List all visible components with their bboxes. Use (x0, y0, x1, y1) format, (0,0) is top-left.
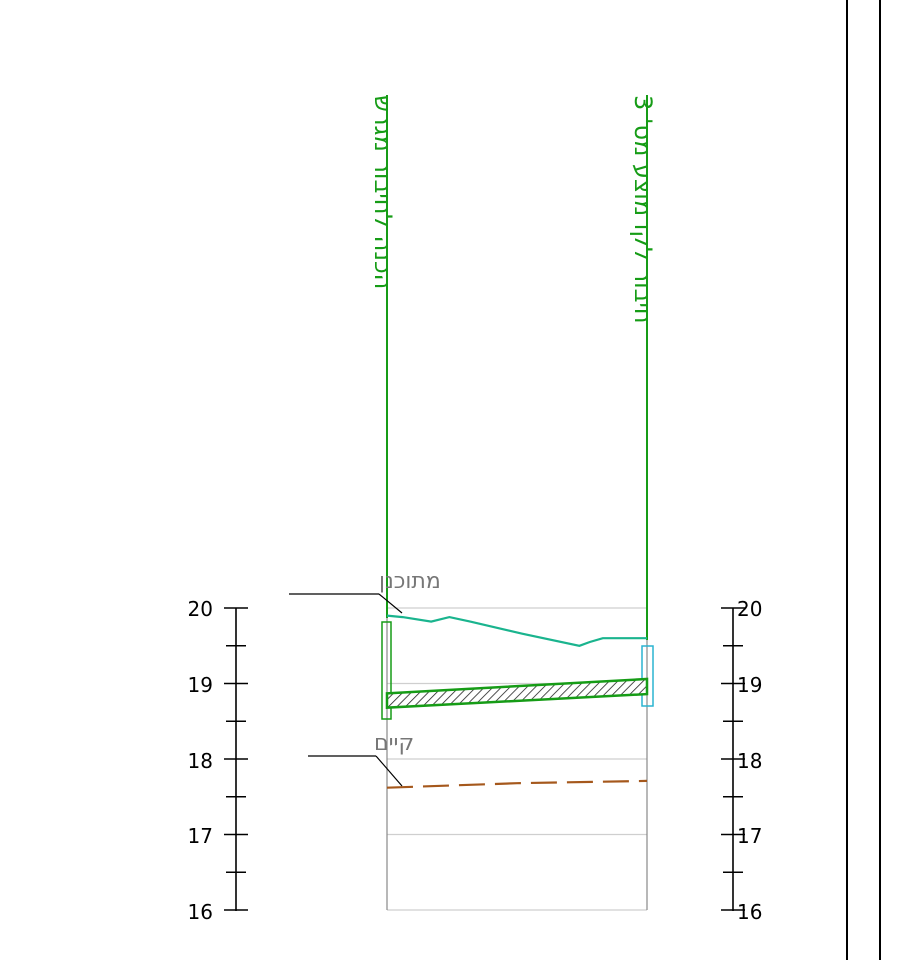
pipe-series (385, 677, 649, 709)
left-manhole (381, 621, 392, 720)
right-scale: 20 19 18 17 16 (721, 597, 762, 924)
left-scale-label-19: 19 (188, 673, 213, 697)
right-scale-label-17: 17 (737, 824, 762, 848)
right-manhole (641, 645, 654, 707)
right-scale-label-18: 18 (737, 749, 762, 773)
planned-ground-series (386, 614, 647, 647)
planned-label: מתוכנן (379, 569, 441, 594)
planned-leader-d (378, 593, 403, 614)
right-vertical-label: חיבור לקו מוצע מס' 3 (629, 95, 657, 324)
right-scale-label-19: 19 (737, 673, 762, 697)
left-scale-label-18: 18 (188, 749, 213, 773)
grid (387, 607, 647, 911)
existing-label: קיים (374, 731, 414, 756)
left-scale-label-20: 20 (188, 597, 213, 621)
right-scale-label-20: 20 (737, 597, 762, 621)
left-scale: 20 19 18 17 16 (188, 597, 248, 924)
existing-ground-series (386, 779, 648, 789)
profile-marks (385, 614, 649, 789)
left-vertical-label: הכנה לחיבור מגרש (369, 95, 397, 289)
right-scale-label-16: 16 (737, 900, 762, 924)
existing-leader-d (375, 755, 403, 787)
left-scale-label-17: 17 (188, 824, 213, 848)
left-scale-label-16: 16 (188, 900, 213, 924)
